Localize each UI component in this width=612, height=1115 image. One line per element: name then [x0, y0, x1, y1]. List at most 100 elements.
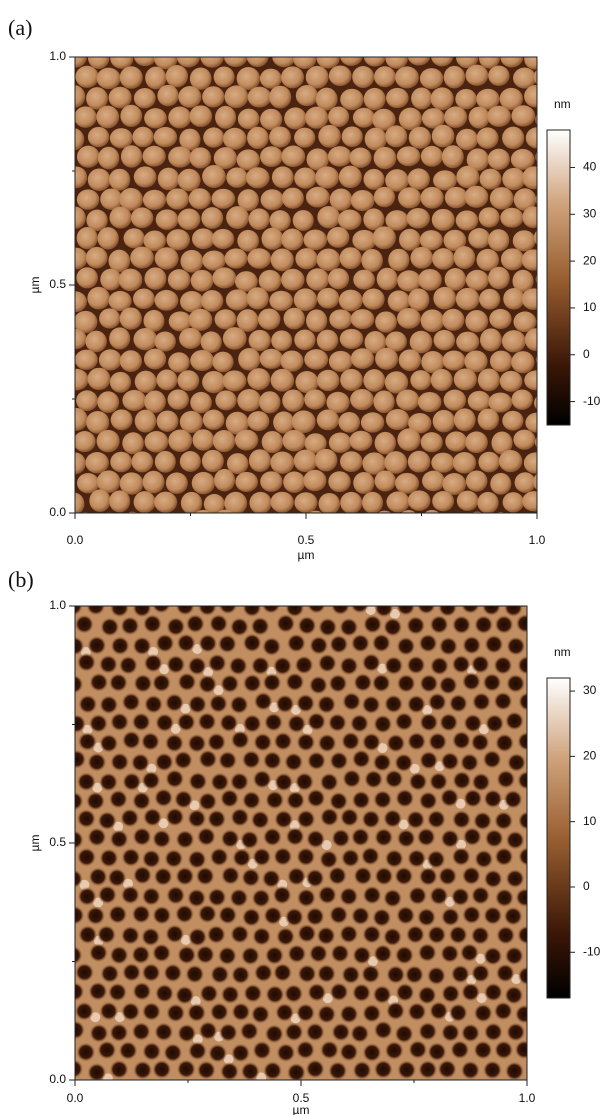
pore	[537, 617, 556, 636]
pore	[230, 730, 250, 750]
pore	[131, 712, 151, 732]
pore	[177, 672, 197, 692]
pore	[371, 673, 391, 693]
grain	[455, 287, 480, 311]
grain	[223, 57, 248, 67]
pore	[75, 830, 84, 850]
grain	[456, 331, 480, 352]
pore	[185, 964, 205, 984]
grain	[284, 107, 307, 130]
grain	[385, 125, 408, 148]
pore	[319, 849, 339, 869]
grain	[525, 412, 537, 433]
pore	[141, 963, 161, 983]
x-tick-label: 0.5	[293, 1091, 310, 1105]
grain	[270, 248, 294, 272]
grain	[157, 167, 180, 191]
colorbar	[546, 129, 571, 426]
pore	[517, 925, 527, 945]
grain	[261, 227, 284, 250]
grain	[75, 329, 87, 350]
grain	[226, 167, 248, 188]
pore	[383, 1080, 402, 1099]
pore	[133, 673, 153, 693]
pore	[438, 866, 458, 886]
grain	[144, 267, 167, 290]
grain	[156, 410, 179, 432]
pore	[75, 614, 94, 634]
pore	[317, 653, 337, 673]
grain	[224, 85, 249, 109]
pore	[175, 904, 195, 924]
pore	[317, 733, 337, 753]
pore	[88, 713, 108, 733]
pore	[440, 788, 460, 808]
grain	[168, 429, 193, 452]
grain	[328, 65, 352, 87]
grain	[327, 268, 350, 290]
pore	[77, 732, 97, 752]
pore	[462, 905, 482, 925]
pore	[296, 888, 316, 908]
grain	[177, 168, 201, 192]
pore	[406, 694, 426, 714]
pore	[394, 712, 414, 732]
grain	[122, 389, 147, 411]
grain	[133, 88, 156, 109]
grain	[178, 86, 202, 108]
grain	[122, 432, 144, 455]
pore	[494, 614, 514, 634]
grain	[317, 287, 340, 309]
pore	[265, 984, 285, 1004]
grain	[96, 470, 121, 493]
grain	[200, 290, 224, 312]
pore	[429, 1001, 449, 1021]
pore	[440, 944, 460, 964]
grain	[328, 350, 353, 372]
grain	[96, 67, 121, 90]
grain	[512, 513, 533, 535]
grain	[548, 492, 571, 512]
pore	[471, 692, 491, 712]
grain	[75, 128, 85, 151]
grain	[522, 491, 537, 512]
grain	[269, 290, 293, 311]
grain	[119, 472, 144, 495]
grain	[249, 491, 272, 513]
pore	[78, 925, 98, 945]
pore	[368, 1079, 376, 1080]
grain	[363, 57, 386, 67]
pore	[198, 1021, 218, 1041]
pore	[107, 868, 127, 888]
grain	[109, 327, 131, 350]
pore	[361, 809, 381, 829]
grain	[200, 57, 224, 68]
grain	[261, 430, 284, 454]
grain	[397, 270, 421, 292]
pore	[263, 712, 283, 732]
grain	[340, 368, 363, 391]
pore	[419, 750, 439, 770]
grain	[349, 430, 373, 451]
grain	[316, 248, 341, 271]
colorbar-tick-label: 10	[583, 300, 597, 314]
pore	[166, 654, 186, 674]
pore	[88, 867, 108, 887]
pore	[440, 751, 460, 771]
pore	[132, 606, 152, 618]
pore	[448, 925, 468, 945]
colorbar-label: nm	[554, 97, 571, 111]
grain	[373, 390, 395, 414]
pore	[243, 983, 263, 1003]
pore	[76, 1042, 96, 1062]
grain	[433, 286, 457, 310]
grain	[166, 513, 188, 534]
grain	[180, 491, 203, 513]
grain	[151, 512, 157, 513]
pore	[504, 946, 524, 966]
grain	[179, 410, 203, 433]
pore	[494, 811, 514, 831]
pore	[426, 849, 446, 869]
grain	[352, 229, 377, 251]
grain	[120, 104, 143, 128]
